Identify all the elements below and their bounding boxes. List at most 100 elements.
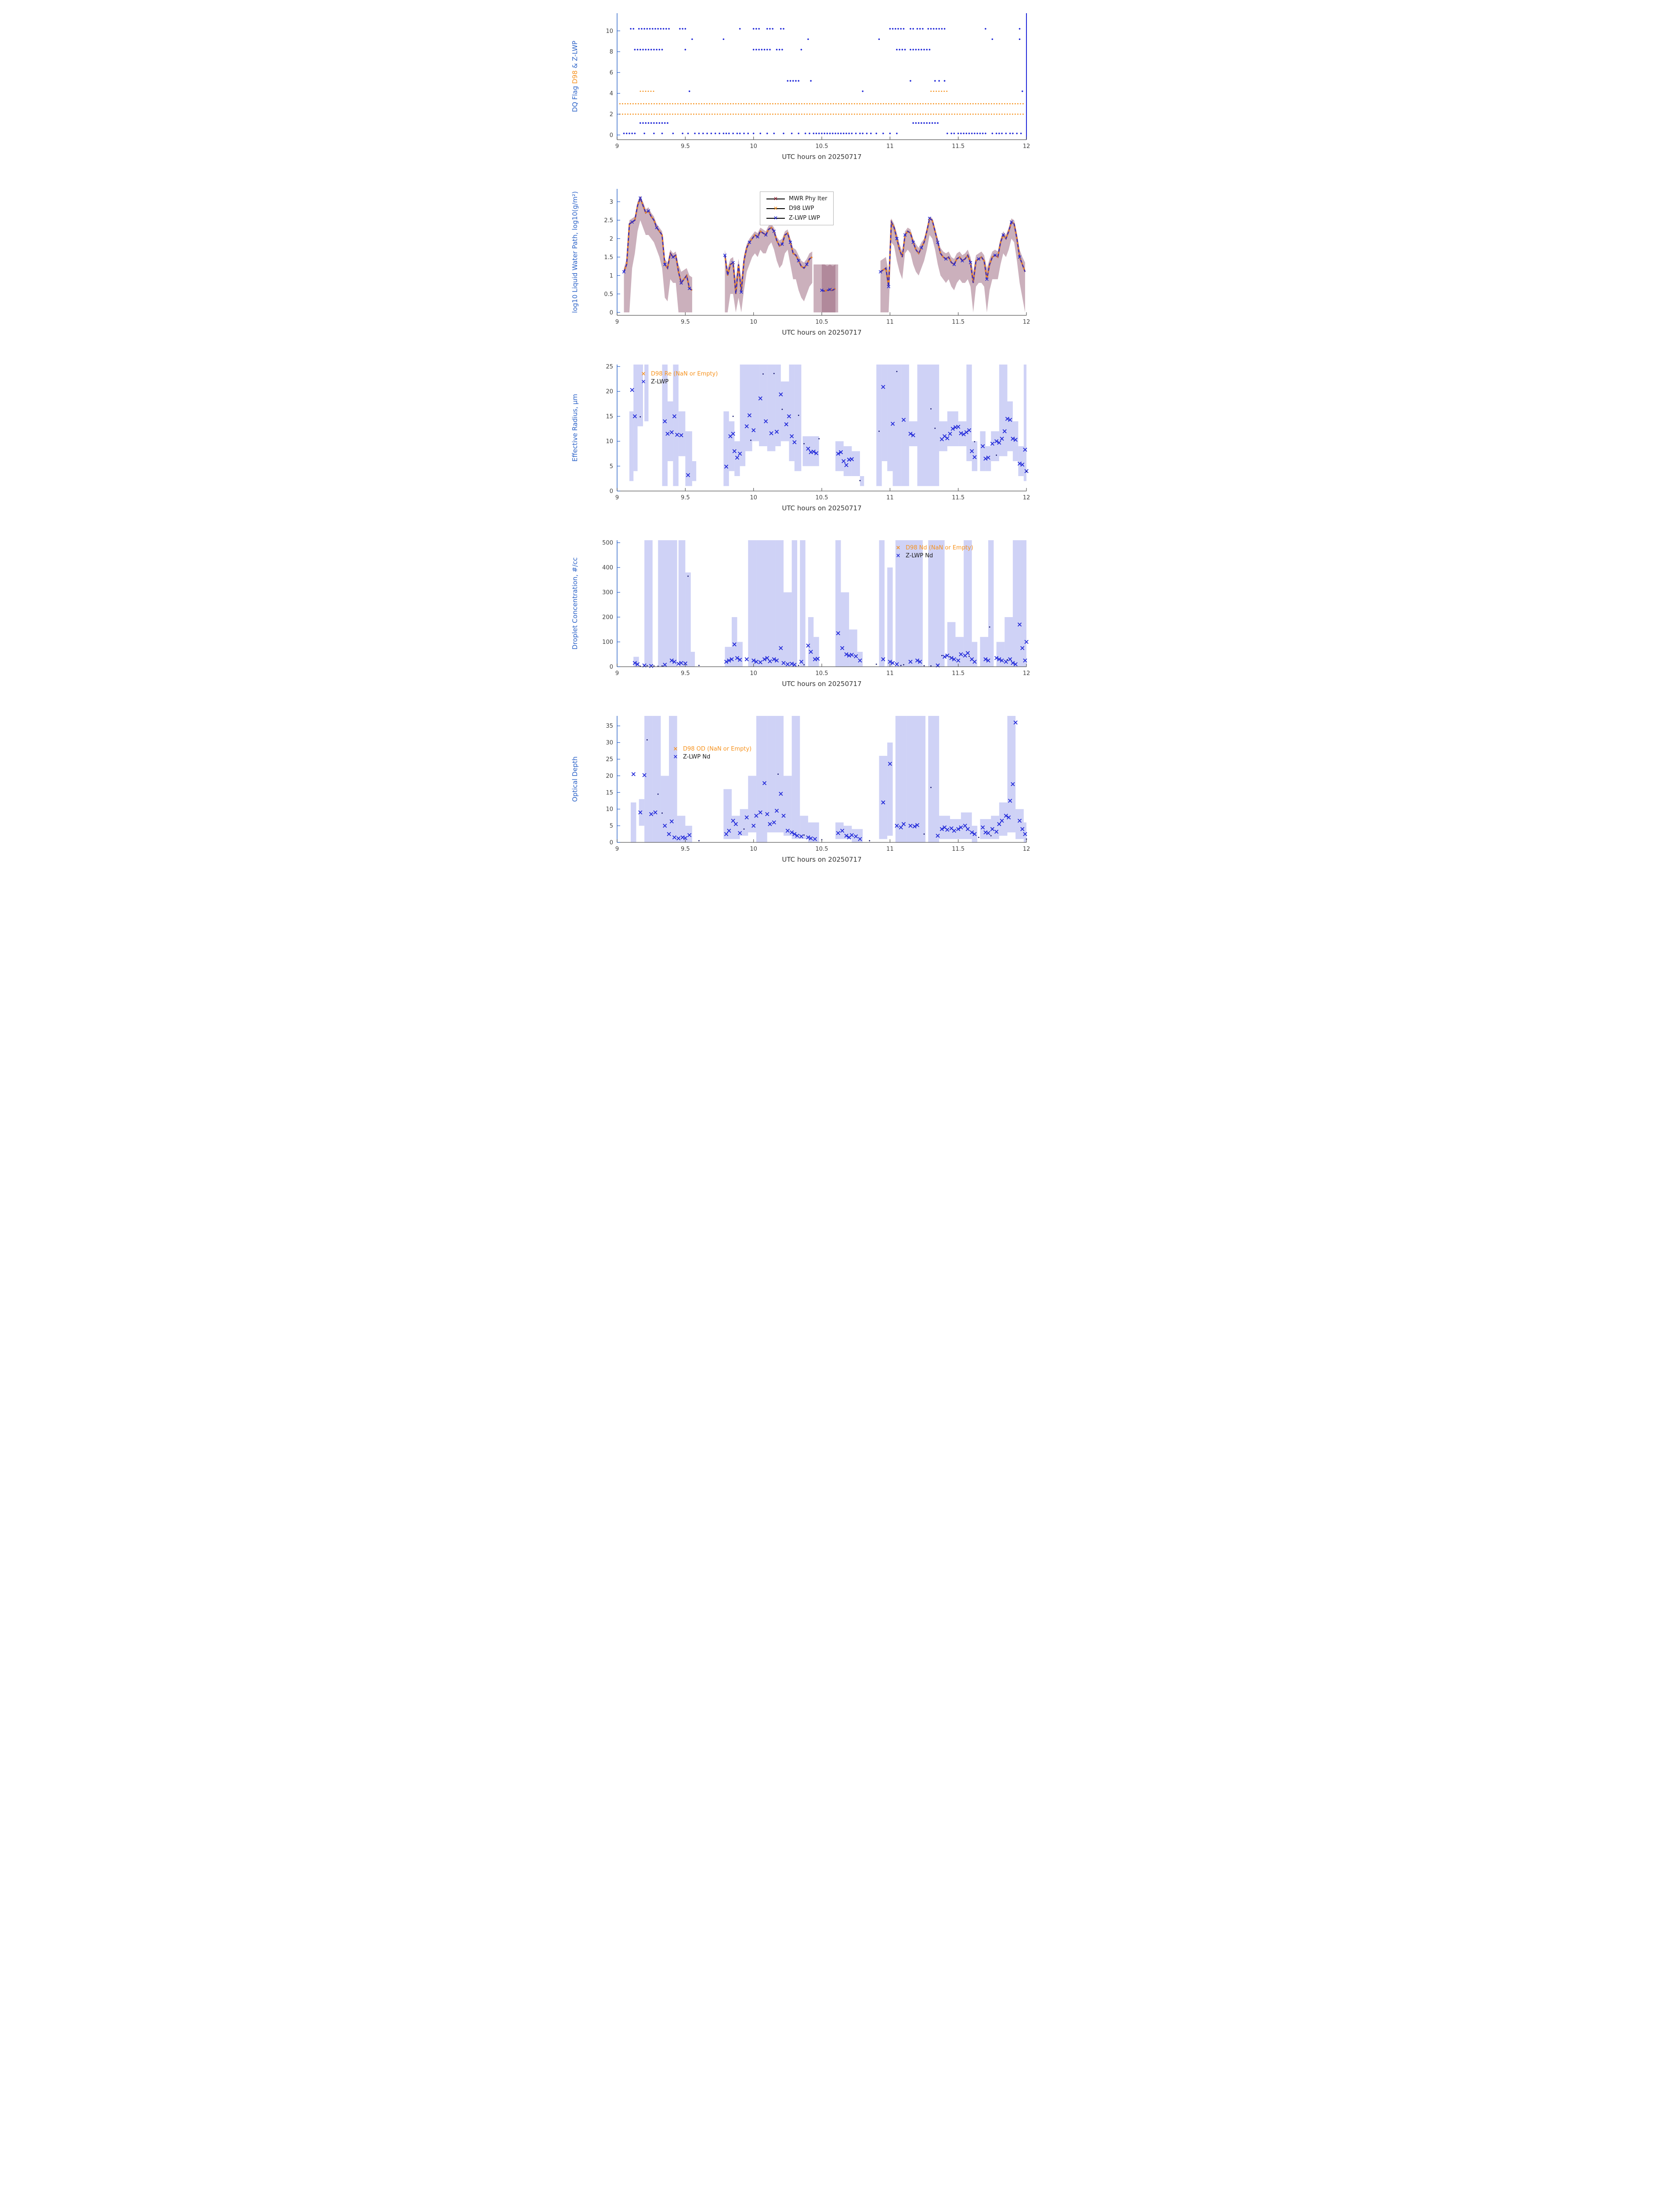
svg-text:2: 2 bbox=[610, 236, 613, 242]
x-marker-icon: × bbox=[641, 379, 646, 385]
svg-text:2.5: 2.5 bbox=[604, 217, 613, 224]
legend: × D98 Nd (NaN or Empty) × Z-LWP Nd bbox=[895, 545, 973, 559]
legend-item: × D98 OD (NaN or Empty) bbox=[672, 746, 752, 752]
svg-text:9.5: 9.5 bbox=[681, 143, 690, 150]
svg-text:0: 0 bbox=[610, 310, 613, 316]
svg-text:10: 10 bbox=[606, 438, 613, 445]
x-marker-icon: × bbox=[896, 545, 901, 551]
svg-text:4: 4 bbox=[610, 90, 613, 97]
svg-text:10: 10 bbox=[750, 319, 757, 325]
svg-text:6: 6 bbox=[610, 70, 613, 76]
svg-text:0.5: 0.5 bbox=[604, 291, 613, 298]
legend-label: Z-LWP Nd bbox=[683, 754, 711, 760]
svg-text:25: 25 bbox=[606, 756, 613, 763]
svg-text:9: 9 bbox=[615, 670, 619, 677]
svg-text:10.5: 10.5 bbox=[816, 846, 828, 852]
svg-text:35: 35 bbox=[606, 723, 613, 730]
svg-text:500: 500 bbox=[602, 540, 613, 546]
legend-label: Z-LWP Nd bbox=[906, 553, 933, 559]
svg-text:11: 11 bbox=[886, 670, 894, 677]
d98-line-swatch: × bbox=[766, 205, 785, 212]
y-axis-label: Effective Radius, µm bbox=[571, 394, 579, 462]
panel-droplet-concentration: 9 9.5 10 10.5 11 11.5 12 0 100 200 300 400 500 Dropl… bbox=[560, 527, 1120, 703]
svg-text:10: 10 bbox=[750, 143, 757, 150]
mwr-line-swatch: × bbox=[766, 195, 785, 202]
y-axis-label-part: D98 bbox=[571, 70, 579, 84]
legend-label: MWR Phy Iter bbox=[789, 195, 827, 202]
svg-text:0: 0 bbox=[610, 488, 613, 495]
svg-text:10.5: 10.5 bbox=[816, 495, 828, 501]
legend-item: × Z-LWP Nd bbox=[672, 754, 751, 760]
panel-dq-flag: 9 9.5 10 10.5 11 11.5 12 0 2 4 6 8 10 DQ Flag D98 & … bbox=[560, 0, 1120, 176]
svg-text:11: 11 bbox=[886, 495, 894, 501]
svg-text:9.5: 9.5 bbox=[681, 846, 690, 852]
svg-text:5: 5 bbox=[610, 463, 613, 470]
svg-text:10.5: 10.5 bbox=[816, 319, 828, 325]
svg-text:11: 11 bbox=[886, 319, 894, 325]
legend-item: × D98 LWP bbox=[766, 205, 827, 212]
legend-item: × MWR Phy Iter bbox=[766, 195, 827, 202]
svg-text:2: 2 bbox=[610, 111, 613, 118]
y-axis-label-part: & Z-LWP bbox=[571, 40, 579, 71]
svg-text:3: 3 bbox=[610, 199, 613, 206]
panel-lwp: 9 9.5 10 10.5 11 11.5 12 0 0.5 1 1.5 2 2.5 3 log10 Li… bbox=[560, 176, 1120, 351]
legend-item: × Z-LWP Nd bbox=[895, 553, 973, 559]
svg-text:12: 12 bbox=[1023, 846, 1030, 852]
svg-text:11.5: 11.5 bbox=[952, 846, 965, 852]
panel-effective-radius: 9 9.5 10 10.5 11 11.5 12 0 5 10 15 20 25 Effective R… bbox=[560, 351, 1120, 527]
y-axis-label: Droplet Concentration, #/cc bbox=[571, 557, 579, 650]
legend-label: D98 Nd (NaN or Empty) bbox=[906, 545, 973, 551]
svg-text:15: 15 bbox=[606, 790, 613, 796]
legend-label: D98 Re (NaN or Empty) bbox=[651, 371, 718, 377]
svg-text:12: 12 bbox=[1023, 670, 1030, 677]
x-marker-icon: × bbox=[896, 553, 901, 559]
svg-text:200: 200 bbox=[602, 614, 613, 621]
legend: × MWR Phy Iter × D98 LWP × Z-LWP LWP bbox=[760, 191, 834, 225]
x-axis-label: UTC hours on 20250717 bbox=[782, 153, 862, 161]
svg-text:100: 100 bbox=[602, 639, 613, 646]
svg-text:30: 30 bbox=[606, 740, 613, 746]
legend-label: Z-LWP LWP bbox=[789, 215, 820, 221]
optical-depth-chart: 9 9.5 10 10.5 11 11.5 12 0 5 10 15 20 25 30 35 bbox=[606, 716, 1030, 852]
svg-text:400: 400 bbox=[602, 565, 613, 571]
x-marker-icon: × bbox=[673, 746, 678, 752]
svg-text:20: 20 bbox=[606, 773, 613, 780]
svg-text:12: 12 bbox=[1023, 319, 1030, 325]
svg-text:0: 0 bbox=[610, 132, 613, 139]
y-axis-label: DQ Flag D98 & Z-LWP bbox=[571, 41, 579, 112]
x-axis-label: UTC hours on 20250717 bbox=[782, 856, 862, 863]
y-axis-label-part: DQ Flag bbox=[571, 83, 579, 112]
svg-text:20: 20 bbox=[606, 389, 613, 395]
legend-label: D98 LWP bbox=[789, 205, 814, 212]
dq-flag-chart: 9 9.5 10 10.5 11 11.5 12 0 2 4 6 8 10 bbox=[606, 13, 1030, 150]
svg-text:9: 9 bbox=[615, 319, 619, 325]
svg-text:10.5: 10.5 bbox=[816, 143, 828, 150]
svg-text:1.5: 1.5 bbox=[604, 254, 613, 261]
svg-text:0: 0 bbox=[610, 664, 613, 671]
svg-text:11.5: 11.5 bbox=[952, 670, 965, 677]
legend-label: Z-LWP bbox=[651, 379, 669, 385]
svg-text:10: 10 bbox=[750, 495, 757, 501]
svg-text:9.5: 9.5 bbox=[681, 495, 690, 501]
x-marker-icon: × bbox=[641, 371, 646, 377]
svg-text:11.5: 11.5 bbox=[952, 143, 965, 150]
x-marker-icon: × bbox=[773, 215, 778, 221]
svg-text:10: 10 bbox=[606, 806, 613, 813]
legend-item: × Z-LWP LWP bbox=[766, 215, 827, 221]
svg-text:8: 8 bbox=[610, 49, 613, 55]
svg-text:9: 9 bbox=[615, 846, 619, 852]
svg-text:10.5: 10.5 bbox=[816, 670, 828, 677]
svg-text:9: 9 bbox=[615, 495, 619, 501]
y-axis-label: log10 Liquid Water Path, log10(g/m²) bbox=[571, 191, 579, 313]
y-axis-label: Optical Depth bbox=[571, 756, 579, 802]
svg-text:9: 9 bbox=[615, 143, 619, 150]
legend-item: × D98 Re (NaN or Empty) bbox=[640, 371, 718, 377]
legend-item: × D98 Nd (NaN or Empty) bbox=[895, 545, 973, 551]
svg-text:9.5: 9.5 bbox=[681, 319, 690, 325]
svg-text:15: 15 bbox=[606, 413, 613, 420]
svg-text:300: 300 bbox=[602, 589, 613, 596]
legend: × D98 OD (NaN or Empty) × Z-LWP Nd bbox=[672, 746, 752, 760]
legend-label: D98 OD (NaN or Empty) bbox=[683, 746, 752, 752]
svg-text:11.5: 11.5 bbox=[952, 495, 965, 501]
